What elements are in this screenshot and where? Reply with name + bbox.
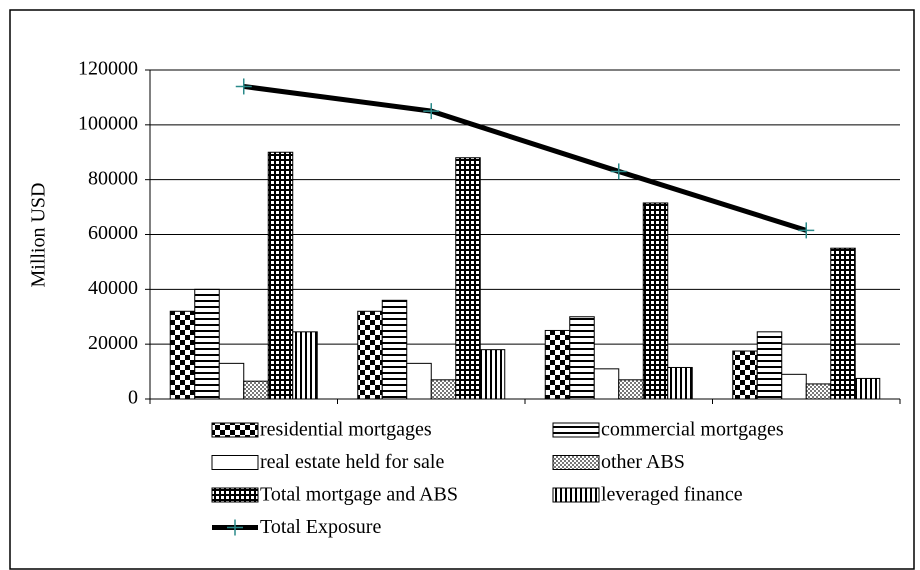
legend-swatch [552,422,600,438]
bar [593,368,620,400]
bar [169,310,196,400]
legend-swatch [211,455,259,470]
marker [227,519,243,536]
legend-swatch [211,487,259,503]
bar [642,202,669,400]
marker [798,222,815,239]
bar [805,383,832,400]
legend-label: residential mortgages [260,419,432,441]
y-axis-label: Million USD [28,182,50,287]
bar [781,373,807,400]
bar [194,288,220,400]
legend-label: Total Exposure [260,516,381,538]
legend-label: real estate held for sale [260,451,444,473]
y-tick-label: 20000 [88,332,138,354]
bar [381,299,408,400]
y-tick-label: 100000 [78,112,138,134]
bar [267,151,294,400]
legend-label: leveraged finance [601,484,743,506]
bar [455,157,481,400]
bar [830,247,856,400]
bar [430,379,457,400]
bar [218,362,245,400]
bar [292,331,318,400]
line [243,83,807,233]
bar [618,379,644,400]
bar [243,380,269,400]
bar [357,310,383,400]
legend-swatch [552,455,600,470]
bar [756,331,783,400]
bar [732,350,758,400]
bar [854,377,881,400]
y-tick-label: 120000 [78,58,138,80]
bar [406,362,432,400]
legend-label: Total mortgage and ABS [260,484,458,506]
bar [544,329,571,400]
y-tick-label: 60000 [88,222,138,244]
legend-swatch [211,422,259,438]
legend-swatch [552,487,600,503]
y-tick-label: 80000 [88,167,138,189]
marker [610,163,627,180]
bar [667,366,693,400]
bar [569,316,595,400]
marker [423,103,440,120]
frame [9,9,915,570]
marker [235,78,252,95]
y-tick-label: 40000 [88,277,138,299]
legend-label: commercial mortgages [601,419,784,441]
legend-label: other ABS [601,451,685,473]
bar [479,349,506,400]
y-tick-label: 0 [128,387,138,409]
